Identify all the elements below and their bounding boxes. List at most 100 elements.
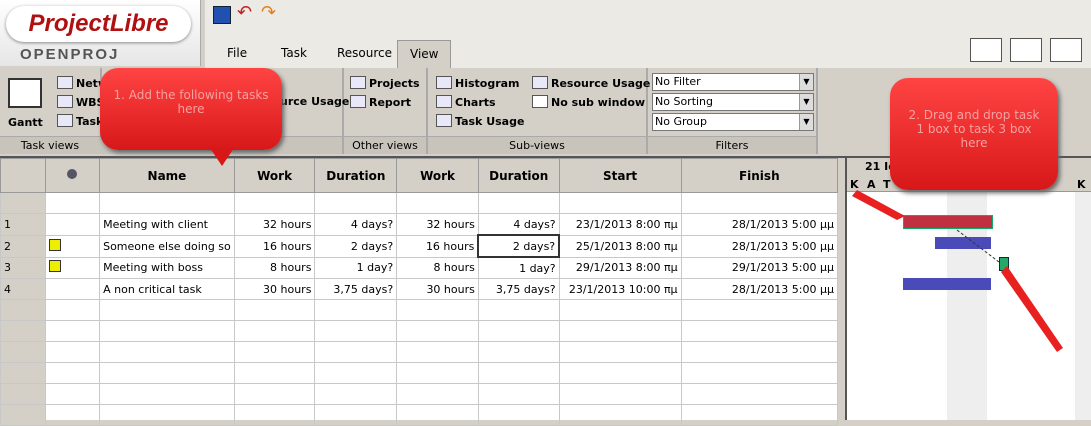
no-sub-window-button[interactable]: No sub window — [532, 95, 645, 109]
empty-cell[interactable] — [314, 362, 398, 384]
cell[interactable]: 1 day? — [314, 256, 398, 279]
cell[interactable]: 32 hours — [233, 213, 316, 236]
empty-cell[interactable] — [558, 404, 682, 426]
empty-cell[interactable] — [99, 299, 235, 321]
cell[interactable]: 2 days? — [314, 234, 398, 258]
cell[interactable]: 8 hours — [233, 256, 316, 279]
empty-cell[interactable] — [680, 404, 839, 426]
cell[interactable]: 3,75 days? — [314, 278, 398, 300]
empty-cell[interactable] — [0, 362, 46, 384]
cell[interactable]: 1 day? — [477, 256, 560, 279]
empty-cell[interactable] — [558, 320, 682, 342]
empty-cell[interactable] — [0, 192, 46, 214]
header-finish[interactable]: Finish — [680, 158, 839, 193]
cell[interactable]: A non critical task — [99, 278, 235, 300]
empty-cell[interactable] — [233, 404, 316, 426]
table-row[interactable] — [0, 383, 839, 405]
cell[interactable]: Meeting with boss — [99, 256, 235, 279]
cell[interactable]: 16 hours — [233, 234, 316, 258]
wbs-button[interactable]: WBS — [57, 95, 104, 109]
gantt-bar-task-2[interactable] — [935, 237, 991, 249]
undo-icon[interactable]: ↶ — [237, 2, 253, 23]
empty-cell[interactable] — [314, 299, 398, 321]
tab-view[interactable]: View — [397, 40, 452, 69]
table-row[interactable] — [0, 362, 839, 384]
empty-cell[interactable] — [558, 299, 682, 321]
header-work-2[interactable]: Work — [396, 158, 479, 193]
empty-cell[interactable] — [0, 404, 46, 426]
empty-cell[interactable] — [558, 192, 682, 214]
cell[interactable]: 3,75 days? — [477, 278, 560, 300]
empty-cell[interactable] — [44, 192, 101, 214]
empty-cell[interactable] — [314, 192, 398, 214]
gantt-bar-task-4[interactable] — [903, 278, 991, 290]
empty-cell[interactable] — [233, 383, 316, 405]
cell[interactable]: Meeting with client — [99, 213, 235, 236]
empty-cell[interactable] — [558, 362, 682, 384]
empty-cell[interactable] — [44, 341, 101, 363]
empty-cell[interactable] — [680, 362, 839, 384]
cell[interactable]: 3 — [0, 256, 46, 279]
empty-cell[interactable] — [44, 299, 101, 321]
empty-cell[interactable] — [477, 299, 560, 321]
filter-select[interactable]: No Filter ▼ — [652, 73, 814, 91]
empty-cell[interactable] — [99, 362, 235, 384]
cell[interactable]: 16 hours — [396, 234, 479, 258]
cell[interactable]: 28/1/2013 5:00 μμ — [680, 278, 839, 300]
empty-cell[interactable] — [396, 320, 479, 342]
cell[interactable]: 32 hours — [396, 213, 479, 236]
gantt-bar-task-1[interactable] — [903, 215, 993, 229]
empty-cell[interactable] — [477, 341, 560, 363]
empty-cell[interactable] — [233, 341, 316, 363]
header-name[interactable]: Name — [99, 158, 235, 193]
cell[interactable]: 23/1/2013 8:00 πμ — [558, 213, 682, 236]
chart-view-icon[interactable] — [1010, 38, 1042, 62]
task-usage-subview-button[interactable]: Task Usage — [436, 114, 524, 128]
tab-task[interactable]: Task — [281, 46, 307, 60]
empty-cell[interactable] — [99, 341, 235, 363]
empty-cell[interactable] — [680, 192, 839, 214]
empty-cell[interactable] — [0, 320, 46, 342]
empty-cell[interactable] — [477, 192, 560, 214]
empty-cell[interactable] — [44, 362, 101, 384]
empty-cell[interactable] — [477, 383, 560, 405]
close-subview-icon[interactable] — [1050, 38, 1082, 62]
projects-button[interactable]: Projects — [350, 76, 420, 90]
cell[interactable]: 28/1/2013 5:00 μμ — [680, 234, 839, 258]
cell[interactable]: 28/1/2013 5:00 μμ — [680, 213, 839, 236]
empty-cell[interactable] — [99, 192, 235, 214]
header-id[interactable] — [0, 158, 46, 193]
cell[interactable]: 2 — [0, 234, 46, 258]
cell[interactable] — [44, 256, 101, 279]
table-row[interactable] — [0, 299, 839, 321]
cell[interactable]: 29/1/2013 5:00 μμ — [680, 256, 839, 279]
empty-cell[interactable] — [396, 383, 479, 405]
empty-cell[interactable] — [44, 320, 101, 342]
table-row[interactable] — [0, 341, 839, 363]
empty-cell[interactable] — [0, 383, 46, 405]
table-row[interactable] — [0, 404, 839, 426]
charts-button[interactable]: Charts — [436, 95, 496, 109]
empty-cell[interactable] — [396, 362, 479, 384]
empty-cell[interactable] — [233, 192, 316, 214]
empty-cell[interactable] — [396, 192, 479, 214]
gantt-button[interactable]: Gantt — [8, 116, 43, 129]
empty-cell[interactable] — [477, 362, 560, 384]
cell[interactable]: 2 days? — [477, 234, 561, 258]
empty-cell[interactable] — [314, 341, 398, 363]
table-row[interactable] — [0, 192, 839, 214]
header-indicators[interactable] — [44, 158, 101, 193]
group-select[interactable]: No Group ▼ — [652, 113, 814, 131]
empty-cell[interactable] — [396, 299, 479, 321]
empty-cell[interactable] — [0, 341, 46, 363]
empty-cell[interactable] — [0, 299, 46, 321]
header-duration-2[interactable]: Duration — [477, 158, 560, 193]
empty-cell[interactable] — [477, 404, 560, 426]
table-row[interactable]: 2 Someone else doing so 16 hours 2 days? 16 … — [0, 234, 839, 258]
empty-cell[interactable] — [99, 383, 235, 405]
empty-cell[interactable] — [233, 320, 316, 342]
cell[interactable]: 23/1/2013 10:00 πμ — [558, 278, 682, 300]
empty-cell[interactable] — [558, 383, 682, 405]
cell[interactable]: 25/1/2013 8:00 πμ — [558, 234, 682, 258]
